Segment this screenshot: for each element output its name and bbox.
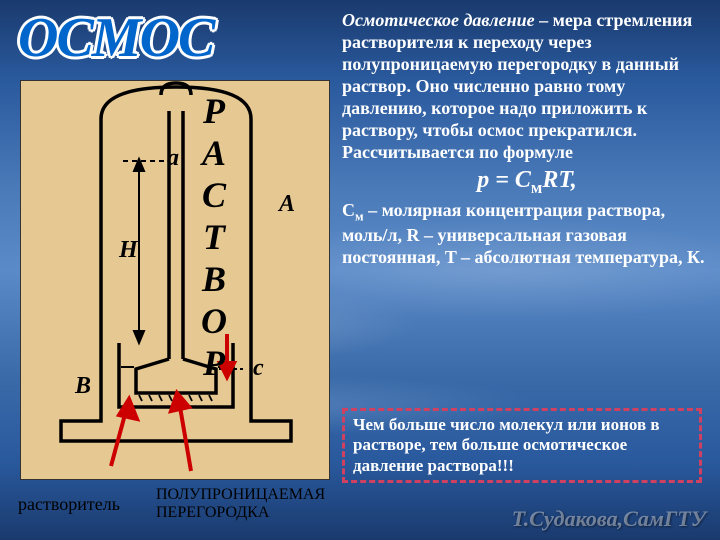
body-text: Осмотическое давление – мера стремления … bbox=[342, 10, 712, 269]
p1-rest: – мера стремления растворителя к переход… bbox=[342, 10, 692, 162]
formula-p: p = С bbox=[477, 167, 531, 193]
osmosis-diagram: РАСТВОР a A H c B bbox=[20, 80, 330, 480]
label-membrane-line1: ПОЛУПРОНИЦАЕМАЯ bbox=[156, 486, 325, 503]
label-membrane: ПОЛУПРОНИЦАЕМАЯ ПЕРЕГОРОДКА bbox=[156, 486, 325, 521]
label-membrane-line2: ПЕРЕГОРОДКА bbox=[156, 504, 269, 521]
p2-rest: – молярная концентрация раствора, моль/л… bbox=[342, 200, 705, 267]
p2-m: м bbox=[355, 210, 364, 224]
diagram-label-H: H bbox=[119, 237, 138, 264]
author-credit: Т.Судакова,СамГТУ bbox=[512, 506, 706, 532]
slide-title: ОСМОС bbox=[18, 6, 213, 70]
diagram-label-B: B bbox=[75, 373, 91, 400]
diagram-label-c: c bbox=[253, 355, 264, 382]
diagram-label-a: a bbox=[167, 145, 179, 172]
formula: p = СмRT, bbox=[342, 166, 712, 198]
label-solvent: растворитель bbox=[18, 494, 120, 515]
diagram-vertical-label: РАСТВОР bbox=[193, 91, 235, 385]
formula-rest: RT, bbox=[542, 167, 576, 193]
term-lead: Осмотическое давление bbox=[342, 10, 535, 30]
callout-box: Чем больше число молекул или ионов в рас… bbox=[342, 408, 702, 483]
formula-sub: м bbox=[531, 177, 542, 196]
p2-a: С bbox=[342, 200, 355, 220]
diagram-label-A: A bbox=[279, 191, 295, 218]
